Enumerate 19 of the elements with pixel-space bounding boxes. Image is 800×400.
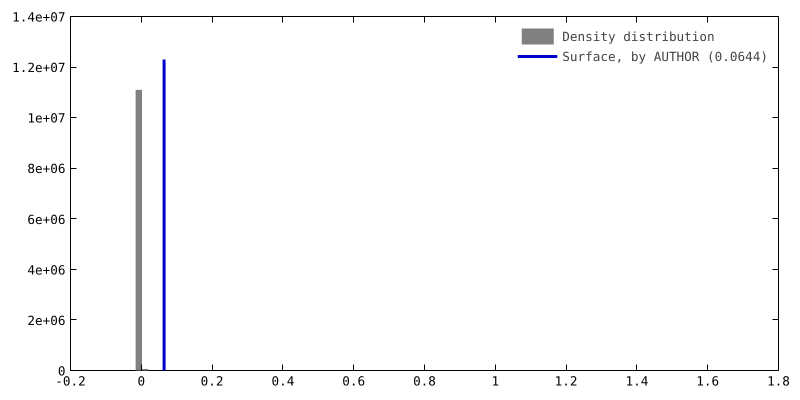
y-tick-label: 6e+06 <box>27 212 66 227</box>
x-tick-label: 0.6 <box>342 374 366 388</box>
x-tick-label: 0.8 <box>413 374 436 388</box>
x-tick-label: 1 <box>491 374 500 388</box>
y-tick-label: 1e+07 <box>27 110 66 126</box>
y-tick-label: 1.4e+07 <box>12 10 66 24</box>
x-tick-label: 1.2 <box>554 374 578 388</box>
x-tick-label: 1.8 <box>767 374 790 388</box>
y-tick-label: 8e+06 <box>27 161 66 176</box>
x-tick-label: 1.4 <box>625 374 649 388</box>
legend-label: Surface, by AUTHOR (0.0644) <box>562 48 768 64</box>
x-tick-label: 0 <box>137 374 146 388</box>
y-tick-label: 1.2e+07 <box>12 60 66 76</box>
legend-label: Density distribution <box>562 28 715 44</box>
x-tick-label: 0.2 <box>200 374 224 388</box>
x-tick-label: 0.4 <box>271 374 295 388</box>
y-tick-label: 4e+06 <box>27 262 66 278</box>
y-tick-label: 2e+06 <box>27 312 66 328</box>
x-tick-label: 1.6 <box>696 374 720 388</box>
